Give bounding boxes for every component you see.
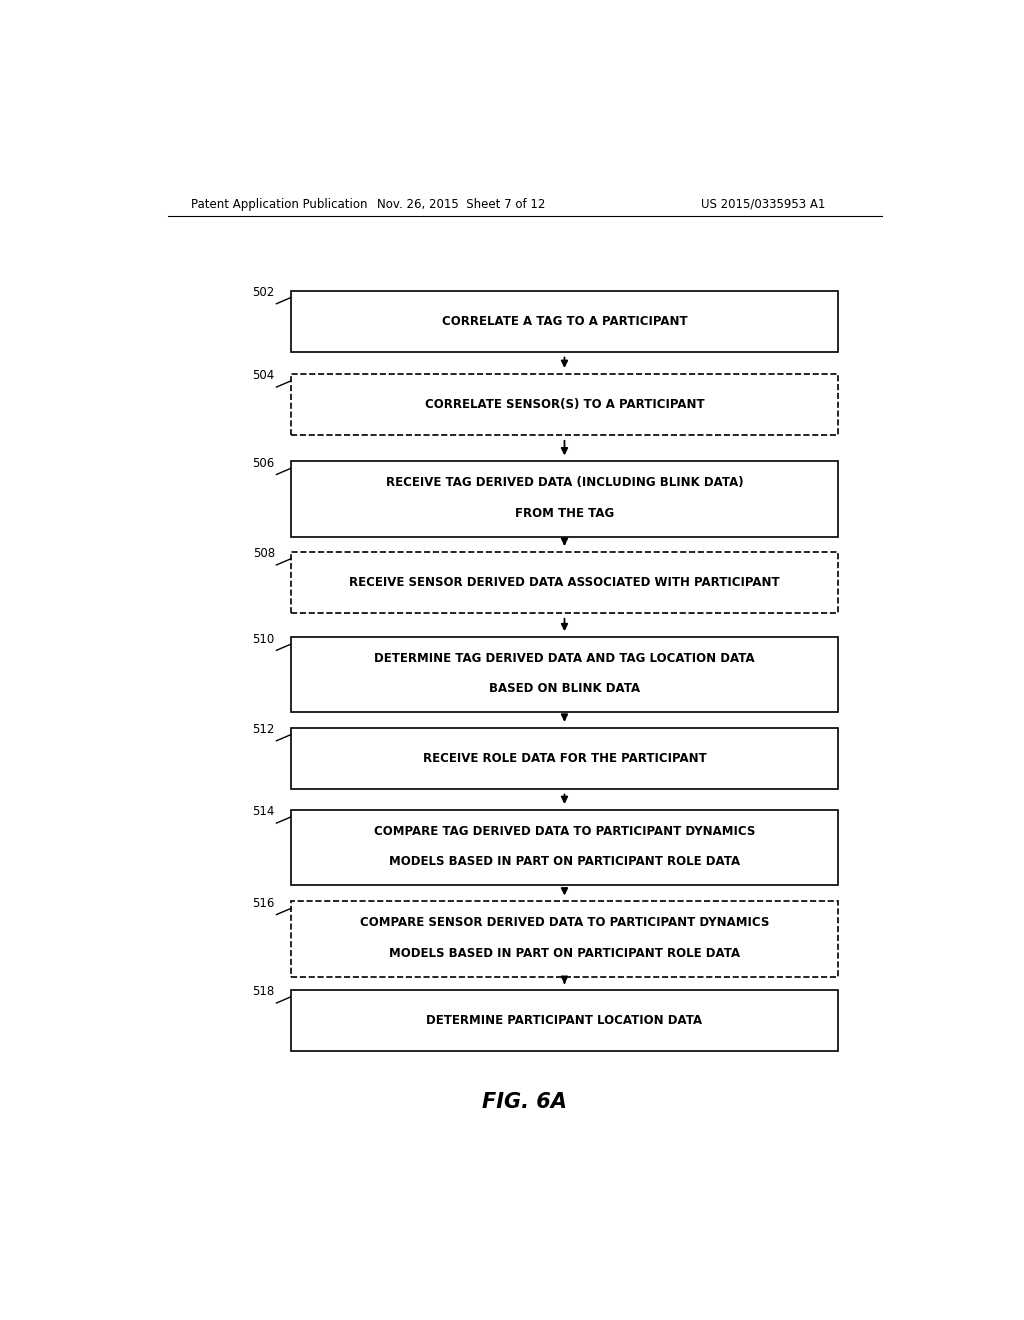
Bar	[291, 902, 839, 977]
Text: 512: 512	[253, 723, 274, 737]
Text: DETERMINE TAG DERIVED DATA AND TAG LOCATION DATA: DETERMINE TAG DERIVED DATA AND TAG LOCAT…	[374, 652, 755, 665]
Text: DETERMINE PARTICIPANT LOCATION DATA: DETERMINE PARTICIPANT LOCATION DATA	[426, 1014, 702, 1027]
Text: MODELS BASED IN PART ON PARTICIPANT ROLE DATA: MODELS BASED IN PART ON PARTICIPANT ROLE…	[389, 946, 740, 960]
Text: Nov. 26, 2015  Sheet 7 of 12: Nov. 26, 2015 Sheet 7 of 12	[377, 198, 546, 211]
Text: 508: 508	[253, 548, 274, 560]
Text: FROM THE TAG: FROM THE TAG	[515, 507, 614, 520]
Bar	[291, 552, 839, 612]
Text: BASED ON BLINK DATA: BASED ON BLINK DATA	[488, 682, 640, 696]
Text: 504: 504	[253, 370, 274, 383]
Bar	[291, 990, 839, 1051]
Text: Patent Application Publication: Patent Application Publication	[191, 198, 368, 211]
Bar	[291, 810, 839, 886]
Text: FIG. 6A: FIG. 6A	[482, 1092, 567, 1111]
Text: MODELS BASED IN PART ON PARTICIPANT ROLE DATA: MODELS BASED IN PART ON PARTICIPANT ROLE…	[389, 855, 740, 869]
Bar	[291, 638, 839, 713]
Text: RECEIVE TAG DERIVED DATA (INCLUDING BLINK DATA): RECEIVE TAG DERIVED DATA (INCLUDING BLIN…	[386, 477, 743, 490]
Text: 516: 516	[253, 896, 274, 909]
Bar	[291, 290, 839, 351]
Text: RECEIVE ROLE DATA FOR THE PARTICIPANT: RECEIVE ROLE DATA FOR THE PARTICIPANT	[423, 751, 707, 764]
Text: 510: 510	[253, 632, 274, 645]
Text: 514: 514	[253, 805, 274, 818]
Text: RECEIVE SENSOR DERIVED DATA ASSOCIATED WITH PARTICIPANT: RECEIVE SENSOR DERIVED DATA ASSOCIATED W…	[349, 576, 780, 589]
Bar	[291, 374, 839, 434]
Text: US 2015/0335953 A1: US 2015/0335953 A1	[700, 198, 825, 211]
Bar	[291, 461, 839, 536]
Text: COMPARE TAG DERIVED DATA TO PARTICIPANT DYNAMICS: COMPARE TAG DERIVED DATA TO PARTICIPANT …	[374, 825, 755, 838]
Text: CORRELATE SENSOR(S) TO A PARTICIPANT: CORRELATE SENSOR(S) TO A PARTICIPANT	[425, 397, 705, 411]
Text: COMPARE SENSOR DERIVED DATA TO PARTICIPANT DYNAMICS: COMPARE SENSOR DERIVED DATA TO PARTICIPA…	[359, 916, 769, 929]
Text: CORRELATE A TAG TO A PARTICIPANT: CORRELATE A TAG TO A PARTICIPANT	[441, 314, 687, 327]
Text: 506: 506	[253, 457, 274, 470]
Bar	[291, 727, 839, 788]
Text: 518: 518	[253, 985, 274, 998]
Text: 502: 502	[253, 286, 274, 300]
